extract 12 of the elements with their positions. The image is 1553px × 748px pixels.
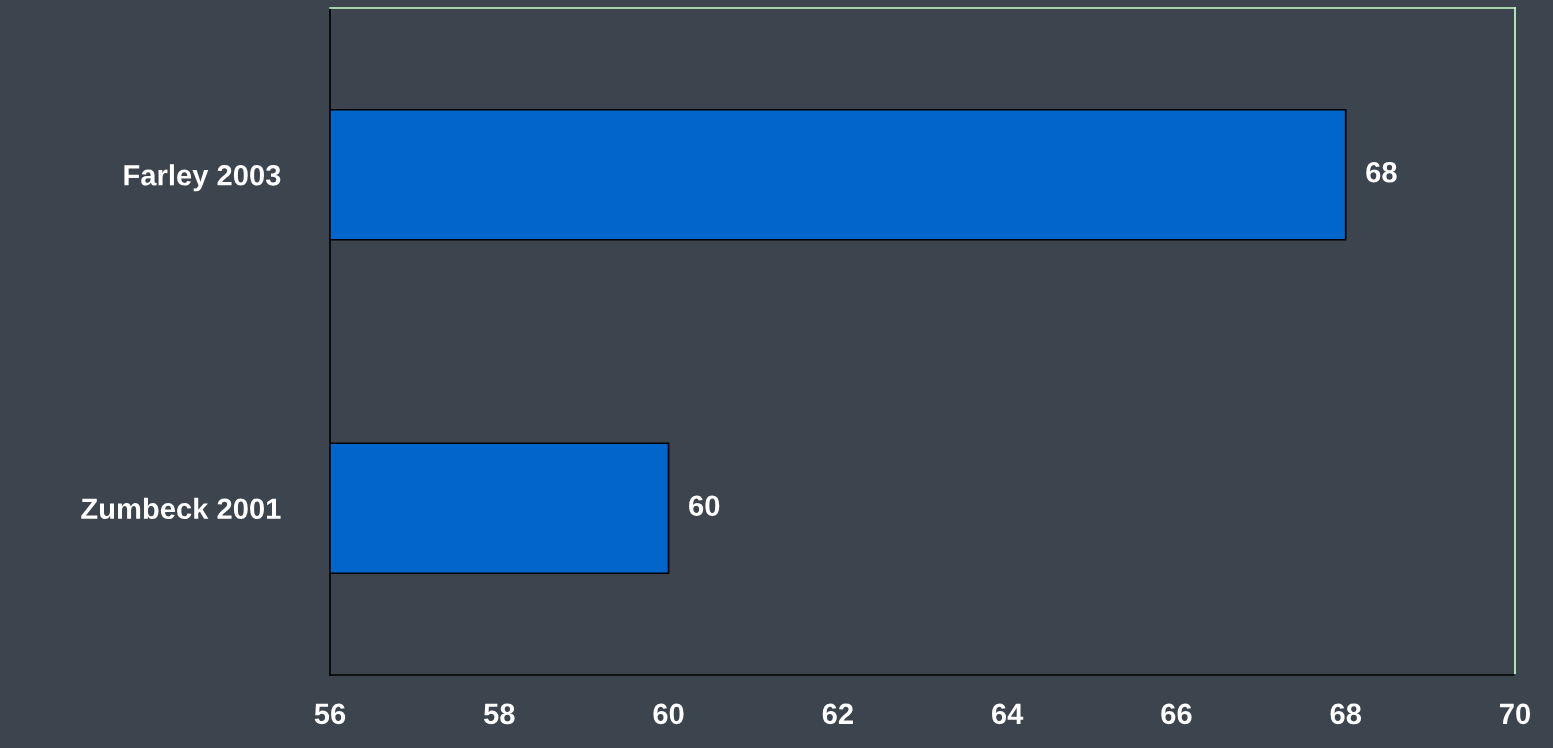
x-tick-label: 60 xyxy=(653,703,684,725)
data-label: 60 xyxy=(689,495,720,517)
x-tick-label: 56 xyxy=(314,703,346,725)
x-tick-label: 68 xyxy=(1330,703,1362,725)
x-tick-label: 58 xyxy=(483,703,515,725)
x-tick-label: 64 xyxy=(991,703,1024,725)
x-tick-label: 62 xyxy=(822,703,853,725)
data-label: 68 xyxy=(1366,161,1397,183)
y-tick-label: Farley 2003 xyxy=(124,164,281,192)
x-tick-label: 66 xyxy=(1161,703,1192,725)
y-tick-label: Zumbeck 2001 xyxy=(81,497,281,520)
x-tick-label: 70 xyxy=(1500,703,1531,725)
